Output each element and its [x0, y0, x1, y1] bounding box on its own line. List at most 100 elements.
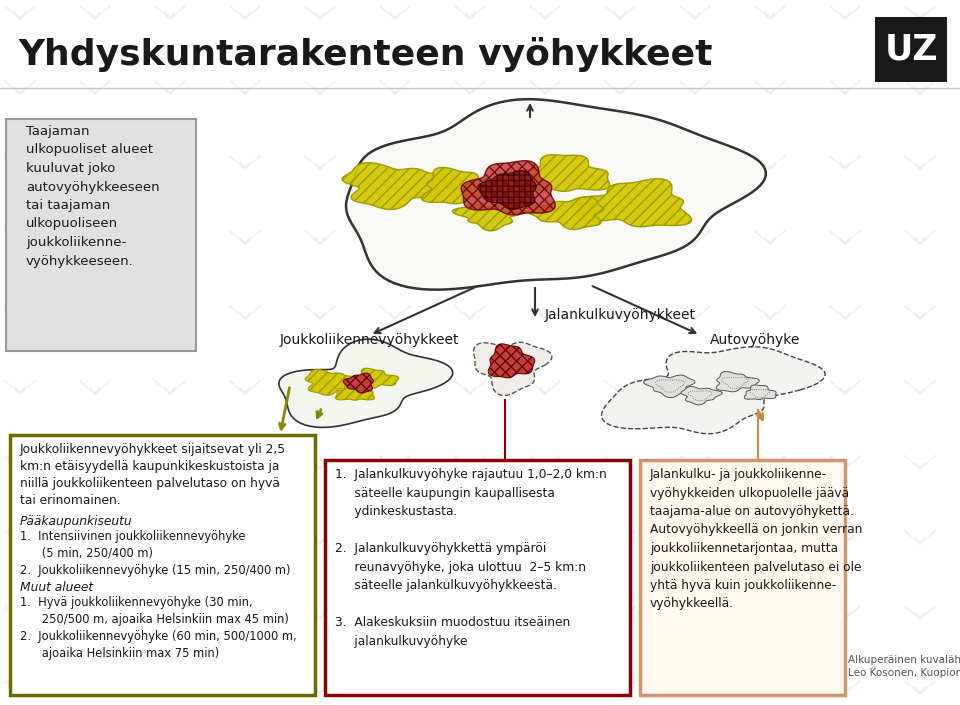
Polygon shape [240, 537, 250, 543]
Polygon shape [80, 455, 110, 470]
Polygon shape [680, 455, 710, 470]
Polygon shape [278, 339, 453, 427]
Polygon shape [315, 162, 325, 168]
Polygon shape [455, 380, 485, 395]
Polygon shape [755, 455, 785, 470]
Polygon shape [421, 168, 507, 204]
Polygon shape [155, 680, 185, 695]
Polygon shape [765, 612, 775, 618]
Polygon shape [455, 155, 485, 170]
Polygon shape [465, 537, 475, 543]
Polygon shape [165, 312, 175, 318]
Text: Jalankulkuvyöhykkeet: Jalankulkuvyöhykkeet [545, 308, 696, 322]
Polygon shape [240, 687, 250, 693]
Polygon shape [455, 5, 485, 20]
Polygon shape [690, 462, 700, 468]
Polygon shape [455, 530, 485, 545]
Polygon shape [455, 605, 485, 620]
Polygon shape [615, 237, 625, 243]
Polygon shape [840, 237, 850, 243]
Polygon shape [605, 680, 635, 695]
Polygon shape [615, 687, 625, 693]
Polygon shape [380, 80, 410, 95]
Polygon shape [344, 373, 373, 393]
Polygon shape [744, 385, 776, 400]
Text: UZ: UZ [884, 32, 938, 66]
Polygon shape [840, 12, 850, 18]
Polygon shape [530, 530, 560, 545]
Polygon shape [315, 312, 325, 318]
Polygon shape [390, 87, 400, 93]
Polygon shape [315, 237, 325, 243]
Polygon shape [155, 305, 185, 320]
Polygon shape [90, 12, 100, 18]
Polygon shape [765, 237, 775, 243]
Polygon shape [155, 455, 185, 470]
Polygon shape [615, 612, 625, 618]
Polygon shape [830, 5, 860, 20]
Polygon shape [840, 537, 850, 543]
Polygon shape [840, 162, 850, 168]
Text: Jalankulku- ja joukkoliikenne-
vyöhykkeiden ulkopuolelle jäävä
taajama-alue on a: Jalankulku- ja joukkoliikenne- vyöhykkei… [650, 468, 862, 611]
Polygon shape [680, 155, 710, 170]
Polygon shape [305, 369, 362, 396]
Polygon shape [716, 372, 759, 392]
Polygon shape [680, 5, 710, 20]
Polygon shape [305, 455, 335, 470]
Polygon shape [840, 87, 850, 93]
Polygon shape [455, 305, 485, 320]
Polygon shape [155, 155, 185, 170]
Polygon shape [690, 162, 700, 168]
Polygon shape [540, 387, 550, 393]
Text: Yhdyskuntarakenteen vyöhykkeet: Yhdyskuntarakenteen vyöhykkeet [18, 37, 712, 73]
Polygon shape [305, 380, 335, 395]
Polygon shape [315, 87, 325, 93]
Polygon shape [690, 537, 700, 543]
Polygon shape [540, 687, 550, 693]
Polygon shape [690, 237, 700, 243]
Polygon shape [680, 305, 710, 320]
Polygon shape [5, 5, 35, 20]
Polygon shape [465, 237, 475, 243]
Polygon shape [80, 5, 110, 20]
Polygon shape [615, 387, 625, 393]
Polygon shape [240, 387, 250, 393]
Polygon shape [830, 380, 860, 395]
Polygon shape [540, 537, 550, 543]
Polygon shape [305, 305, 335, 320]
Polygon shape [540, 312, 550, 318]
Polygon shape [240, 87, 250, 93]
Polygon shape [690, 87, 700, 93]
FancyBboxPatch shape [640, 460, 845, 695]
Text: Alkuperäinen kuvalähde
Leo Kosonen, Kuopion kaupunki: Alkuperäinen kuvalähde Leo Kosonen, Kuop… [848, 655, 960, 678]
Polygon shape [643, 375, 695, 398]
Polygon shape [155, 380, 185, 395]
Polygon shape [5, 80, 35, 95]
Polygon shape [390, 237, 400, 243]
Text: Joukkoliikennevyöhykkeet sijaitsevat yli 2,5
km:n etäisyydellä kaupunkikeskustoi: Joukkoliikennevyöhykkeet sijaitsevat yli… [20, 443, 286, 507]
Polygon shape [315, 12, 325, 18]
Polygon shape [615, 87, 625, 93]
Polygon shape [15, 162, 25, 168]
Polygon shape [15, 687, 25, 693]
Polygon shape [315, 687, 325, 693]
Polygon shape [915, 312, 925, 318]
Polygon shape [80, 605, 110, 620]
Polygon shape [905, 530, 935, 545]
Polygon shape [230, 305, 260, 320]
Polygon shape [830, 530, 860, 545]
Polygon shape [465, 462, 475, 468]
Polygon shape [240, 237, 250, 243]
Polygon shape [840, 462, 850, 468]
Polygon shape [530, 380, 560, 395]
Polygon shape [755, 230, 785, 245]
Polygon shape [690, 312, 700, 318]
Polygon shape [680, 380, 710, 395]
Polygon shape [230, 155, 260, 170]
Polygon shape [390, 462, 400, 468]
Polygon shape [155, 605, 185, 620]
Polygon shape [80, 230, 110, 245]
Polygon shape [465, 312, 475, 318]
Polygon shape [680, 230, 710, 245]
Polygon shape [465, 387, 475, 393]
